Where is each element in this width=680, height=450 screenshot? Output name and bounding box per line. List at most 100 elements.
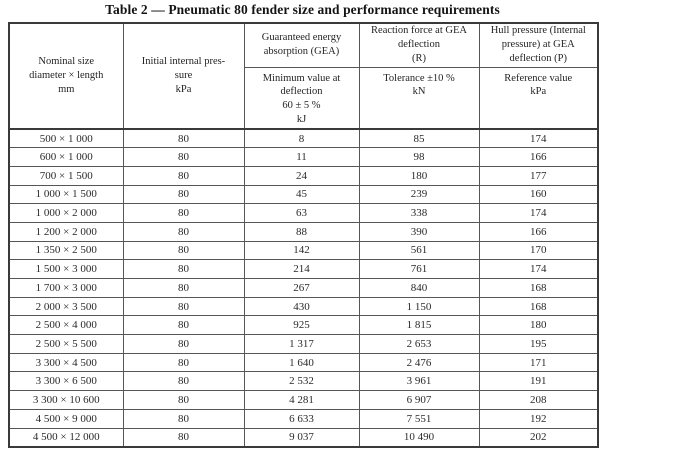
- table-cell: 561: [358, 240, 480, 261]
- table-cell: 80: [122, 221, 245, 242]
- table-cell: 98: [358, 147, 480, 167]
- header-sub-row: Minimum value at deflection 60 ± 5 % kJ …: [9, 66, 599, 130]
- table-cell: 4 281: [243, 390, 360, 410]
- table-cell: 80: [122, 352, 245, 373]
- table-body: 500 × 1 000 80 8 85 174 600 × 1 000 80 11 98 166 7…: [8, 128, 599, 448]
- table-cell: 2 000 × 3 500: [8, 296, 124, 317]
- table-cell: 80: [122, 259, 245, 279]
- table-header: Nominal size diameter × length mm Initia…: [8, 22, 599, 130]
- table-cell: 174: [478, 128, 599, 149]
- table-cell: 80: [122, 390, 245, 410]
- table-cell: 925: [243, 315, 360, 336]
- table-cell: 88: [243, 221, 360, 242]
- table-cell: 80: [122, 296, 245, 317]
- table-cell: 1 200 × 2 000: [8, 221, 124, 242]
- table-cell: 10 490: [358, 427, 480, 448]
- table-cell: 1 000 × 2 000: [8, 203, 124, 223]
- table-title: Table 2 — Pneumatic 80 fender size and p…: [105, 2, 500, 17]
- table-cell: 1 640: [243, 352, 360, 373]
- table-row: 2 500 × 5 500 80 1 317 2 653 195: [8, 334, 599, 354]
- table-cell: 45: [243, 184, 360, 205]
- table-cell: 4 500 × 9 000: [8, 408, 124, 429]
- table-cell: 9 037: [243, 427, 360, 448]
- table-cell: 500 × 1 000: [8, 128, 124, 149]
- table-row: 700 × 1 500 80 24 180 177: [8, 165, 599, 186]
- table-row: 1 700 × 3 000 80 267 840 168: [8, 278, 599, 298]
- table-cell: 1 000 × 1 500: [8, 184, 124, 205]
- table-cell: 3 961: [358, 371, 480, 392]
- table-cell: 2 532: [243, 371, 360, 392]
- table-cell: 1 317: [243, 334, 360, 354]
- table-cell: 202: [478, 427, 599, 448]
- table-cell: 192: [478, 408, 599, 429]
- table-cell: 80: [122, 147, 245, 167]
- table-cell: 208: [478, 390, 599, 410]
- table-row: 2 000 × 3 500 80 430 1 150 168: [8, 296, 599, 317]
- header-gea: Guaranteed energy absorption (GEA): [243, 22, 360, 68]
- table-cell: 80: [122, 203, 245, 223]
- table-cell: 174: [478, 259, 599, 279]
- table-cell: 1 150: [358, 296, 480, 317]
- pneumatic-80-table: Nominal size diameter × length mm Initia…: [8, 22, 599, 448]
- table-cell: 600 × 1 000: [8, 147, 124, 167]
- table-row: 1 350 × 2 500 80 142 561 170: [8, 240, 599, 261]
- table-row: 600 × 1 000 80 11 98 166: [8, 147, 599, 167]
- table-cell: 3 300 × 4 500: [8, 352, 124, 373]
- table-cell: 177: [478, 165, 599, 186]
- table-row: 3 300 × 4 500 80 1 640 2 476 171: [8, 352, 599, 373]
- table-cell: 142: [243, 240, 360, 261]
- table-cell: 338: [358, 203, 480, 223]
- table-cell: 166: [478, 147, 599, 167]
- table-cell: 80: [122, 184, 245, 205]
- table-cell: 80: [122, 408, 245, 429]
- table-cell: 63: [243, 203, 360, 223]
- table-cell: 170: [478, 240, 599, 261]
- table-cell: 180: [478, 315, 599, 336]
- table-cell: 1 350 × 2 500: [8, 240, 124, 261]
- table-cell: 85: [358, 128, 480, 149]
- table-row: 500 × 1 000 80 8 85 174: [8, 128, 599, 149]
- table-cell: 24: [243, 165, 360, 186]
- table-cell: 195: [478, 334, 599, 354]
- table-cell: 1 815: [358, 315, 480, 336]
- table-cell: 80: [122, 128, 245, 149]
- header-hull-pressure: Hull pressure (Internal pressure) at GEA…: [478, 22, 599, 68]
- subheader-reaction-tolerance: Tolerance ±10 % kN: [358, 66, 480, 130]
- table-cell: 168: [478, 278, 599, 298]
- header-nominal-size: Nominal size diameter × length mm: [8, 22, 124, 130]
- table-cell: 166: [478, 221, 599, 242]
- header-initial-pressure: Initial internal pres- sure kPa: [122, 22, 245, 130]
- table-cell: 840: [358, 278, 480, 298]
- table-cell: 700 × 1 500: [8, 165, 124, 186]
- table-cell: 160: [478, 184, 599, 205]
- table-cell: 191: [478, 371, 599, 392]
- table-cell: 80: [122, 315, 245, 336]
- table-cell: 7 551: [358, 408, 480, 429]
- table-cell: 171: [478, 352, 599, 373]
- table-cell: 174: [478, 203, 599, 223]
- table-cell: 1 500 × 3 000: [8, 259, 124, 279]
- table-row: 3 300 × 10 600 80 4 281 6 907 208: [8, 390, 599, 410]
- table-cell: 761: [358, 259, 480, 279]
- table-cell: 8: [243, 128, 360, 149]
- table-cell: 6 633: [243, 408, 360, 429]
- header-reaction-force: Reaction force at GEA deflection (R): [358, 22, 480, 68]
- table-cell: 2 476: [358, 352, 480, 373]
- table-cell: 168: [478, 296, 599, 317]
- table-cell: 239: [358, 184, 480, 205]
- subheader-gea-minimum: Minimum value at deflection 60 ± 5 % kJ: [243, 66, 360, 130]
- table-cell: 11: [243, 147, 360, 167]
- table-cell: 2 653: [358, 334, 480, 354]
- table-cell: 80: [122, 240, 245, 261]
- table-row: 1 000 × 2 000 80 63 338 174: [8, 203, 599, 223]
- table-cell: 267: [243, 278, 360, 298]
- table-cell: 430: [243, 296, 360, 317]
- table-row: 4 500 × 12 000 80 9 037 10 490 202: [8, 427, 599, 448]
- table-cell: 80: [122, 371, 245, 392]
- table-cell: 214: [243, 259, 360, 279]
- table-cell: 80: [122, 278, 245, 298]
- table-cell: 2 500 × 5 500: [8, 334, 124, 354]
- table-row: 1 200 × 2 000 80 88 390 166: [8, 221, 599, 242]
- table-cell: 80: [122, 334, 245, 354]
- table-cell: 4 500 × 12 000: [8, 427, 124, 448]
